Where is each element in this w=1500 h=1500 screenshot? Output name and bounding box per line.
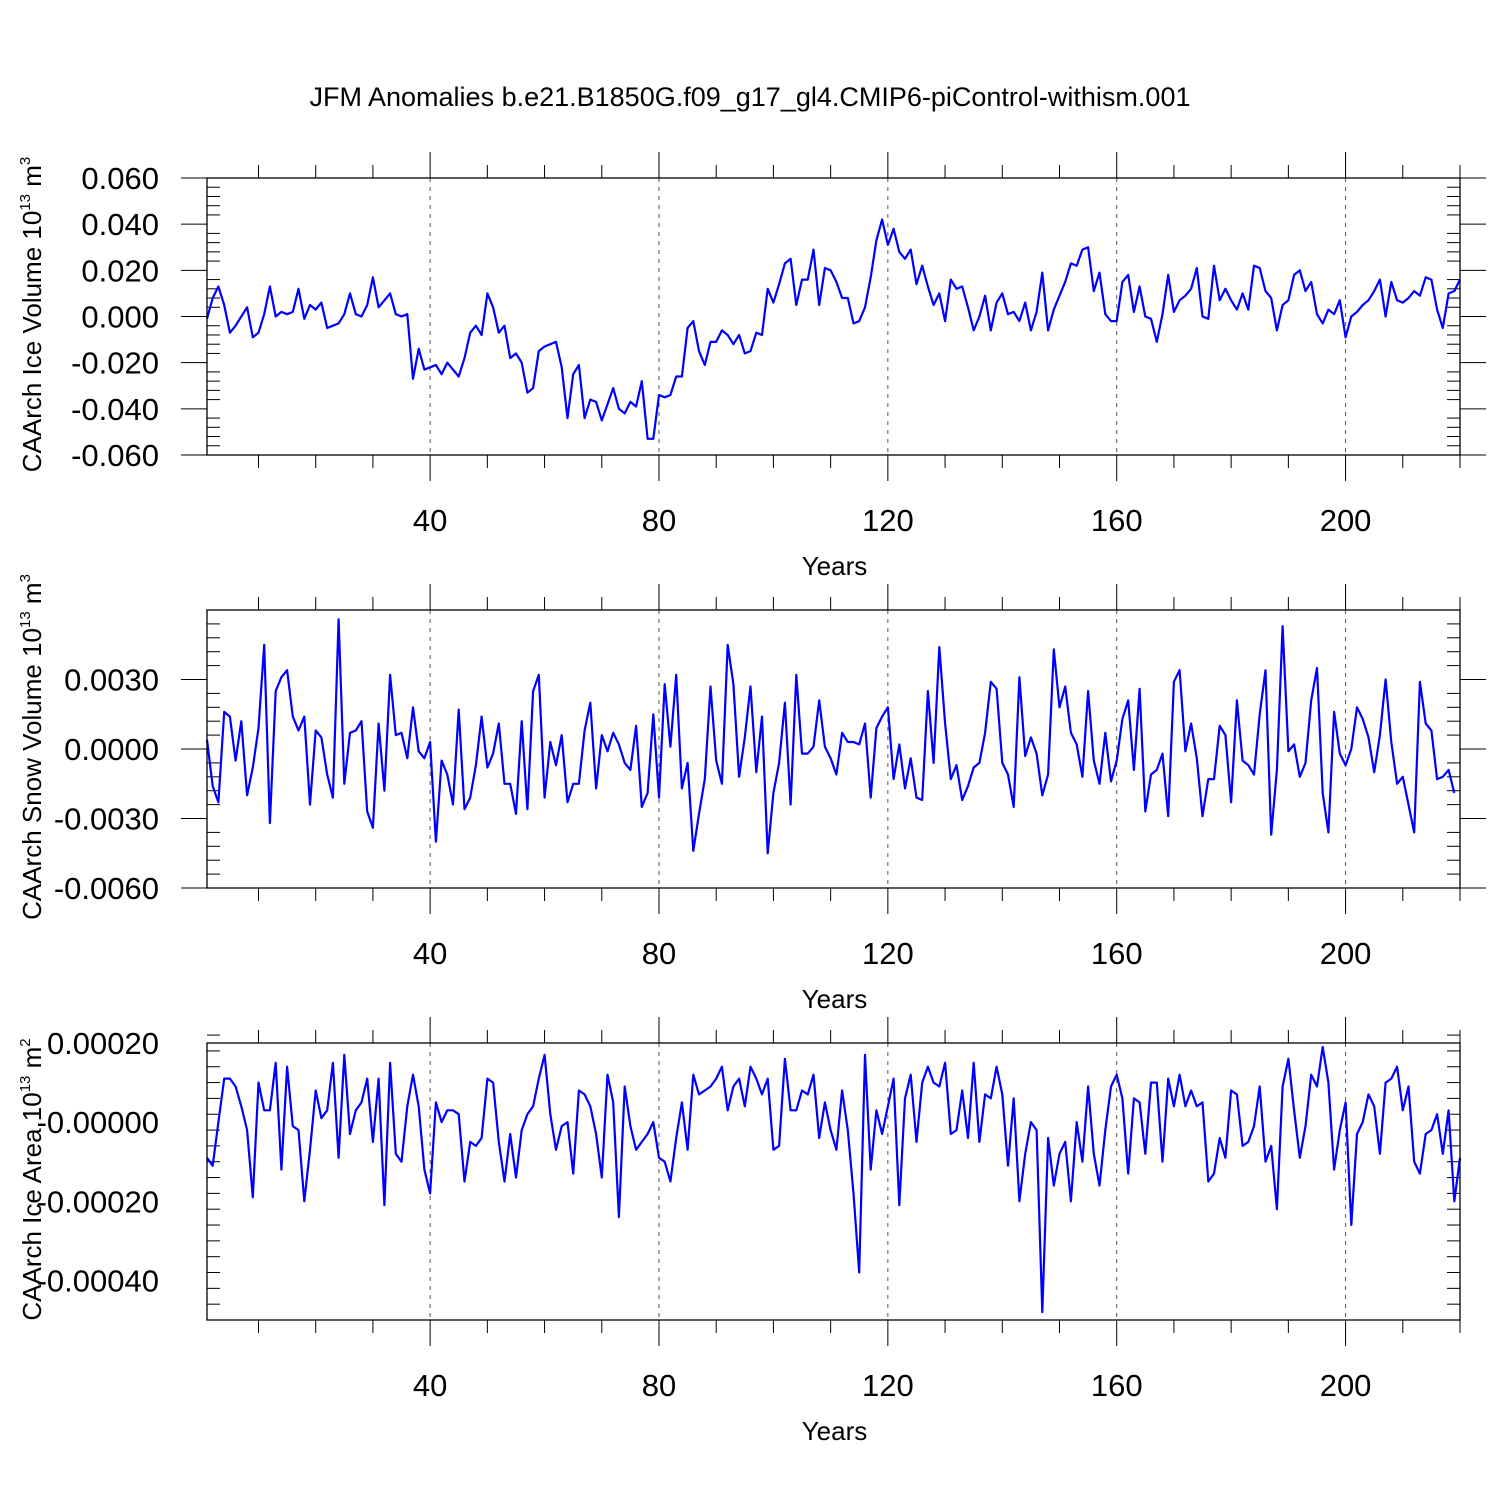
y-axis-title: CAArch Ice Volume 1013 m3: [17, 157, 47, 473]
series-line: [206, 1045, 1462, 1314]
plot-frame: [206, 1042, 1461, 1321]
x-tick-label: 200: [1320, 1368, 1372, 1403]
x-tick-label: 40: [413, 503, 447, 538]
x-tick-label: 200: [1320, 936, 1372, 971]
y-tick-label: 0.020: [81, 253, 159, 288]
panel-2: 40 80 120 160 200 -0.0060 -0.0030 0.0000 0.0030 Y…: [17, 574, 1486, 1014]
x-tick-label: 80: [642, 936, 676, 971]
x-tick-label: 200: [1320, 503, 1372, 538]
x-tick-label: 40: [413, 1368, 447, 1403]
plot-frame: [206, 177, 1461, 456]
y-tick-label: -0.00020: [37, 1184, 159, 1219]
y-tick-label: -0.00000: [37, 1105, 159, 1140]
x-tick-label: 80: [642, 503, 676, 538]
y-tick-label: -0.060: [71, 438, 159, 473]
y-tick-label: -0.040: [71, 392, 159, 427]
y-tick-label: -0.00040: [37, 1263, 159, 1298]
panel-3: 40 80 120 160 200 -0.00040 -0.00020 -0.00000 0.0…: [17, 1017, 1462, 1446]
y-axis-title: CAArch Snow Volume 1013 m3: [17, 574, 47, 920]
y-tick-label: 0.0030: [64, 663, 159, 698]
y-tick-label: -0.020: [71, 346, 159, 381]
chart-title: JFM Anomalies b.e21.B1850G.f09_g17_gl4.C…: [310, 82, 1191, 112]
x-tick-label: 160: [1091, 503, 1143, 538]
y-tick-label: 0.060: [81, 161, 159, 196]
x-axis-title: Years: [802, 551, 868, 581]
y-tick-label: -0.0060: [54, 871, 159, 906]
x-tick-label: 160: [1091, 1368, 1143, 1403]
x-tick-label: 40: [413, 936, 447, 971]
y-tick-label: 0.040: [81, 207, 159, 242]
x-axis-title: Years: [802, 984, 868, 1014]
y-axis-title: CAArch Ice Area 1013 m2: [17, 1038, 47, 1320]
x-tick-label: 120: [862, 503, 914, 538]
y-tick-label: 0.0000: [64, 732, 159, 767]
y-tick-label: -0.0030: [54, 802, 159, 837]
panel-1: 40 80 120 160 200 -0.060 -0.040 -0.020 0.000 0.02…: [17, 152, 1486, 581]
x-tick-label: 160: [1091, 936, 1143, 971]
x-tick-label: 120: [862, 936, 914, 971]
x-tick-label: 80: [642, 1368, 676, 1403]
series-line: [205, 218, 1461, 440]
panels: 40 80 120 160 200 -0.060 -0.040 -0.020 0.000 0.02…: [17, 152, 1486, 1446]
y-tick-label: 0.000: [81, 300, 159, 335]
plot-frame: [206, 609, 1461, 889]
x-tick-label: 120: [862, 1368, 914, 1403]
x-axis-title: Years: [802, 1416, 868, 1446]
y-tick-label: 0.00020: [47, 1026, 159, 1061]
series-line: [205, 618, 1456, 855]
